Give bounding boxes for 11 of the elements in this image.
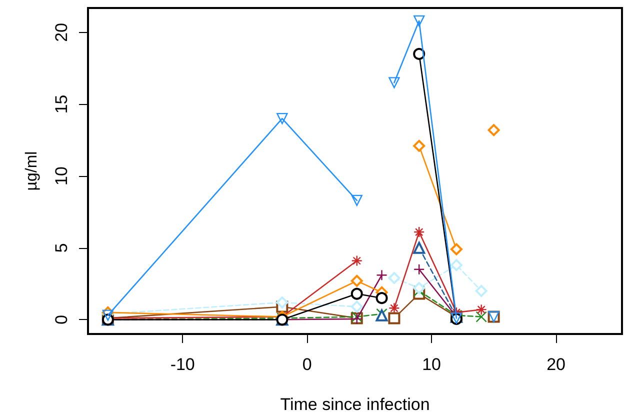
x-tick-label: 0 (302, 355, 312, 374)
y-tick-label: 10 (52, 166, 71, 186)
x-tick-label: -10 (170, 355, 195, 374)
y-tick-label: 20 (52, 22, 71, 42)
y-tick-label: 0 (52, 314, 71, 324)
y-tick-label: 5 (52, 243, 71, 253)
x-tick-label: 10 (422, 355, 442, 374)
x-axis-title: Time since infection (280, 395, 430, 414)
y-axis-title: µg/ml (24, 151, 40, 191)
y-tick-label: 15 (52, 94, 71, 114)
x-tick-label: 20 (546, 355, 566, 374)
